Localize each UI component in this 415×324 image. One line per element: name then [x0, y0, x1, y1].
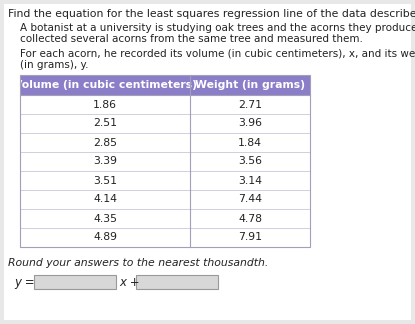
- Text: 1.86: 1.86: [93, 99, 117, 110]
- Text: Volume (in cubic centimeters): Volume (in cubic centimeters): [14, 80, 196, 90]
- Text: 3.51: 3.51: [93, 176, 117, 186]
- Bar: [20, 190, 310, 209]
- Text: For each acorn, he recorded its volume (in cubic centimeters), x, and its weight: For each acorn, he recorded its volume (…: [20, 49, 415, 59]
- Text: 2.85: 2.85: [93, 137, 117, 147]
- Text: collected several acorns from the same tree and measured them.: collected several acorns from the same t…: [20, 34, 363, 44]
- Text: 4.14: 4.14: [93, 194, 117, 204]
- Text: A botanist at a university is studying oak trees and the acorns they produce. He: A botanist at a university is studying o…: [20, 23, 415, 33]
- Text: Find the equation for the least squares regression line of the data described be: Find the equation for the least squares …: [8, 9, 415, 19]
- Bar: [20, 152, 310, 171]
- Text: Weight (in grams): Weight (in grams): [195, 80, 305, 90]
- Text: 3.39: 3.39: [93, 156, 117, 167]
- Text: (in grams), y.: (in grams), y.: [20, 60, 88, 70]
- Bar: [34, 275, 116, 289]
- Text: 7.91: 7.91: [238, 233, 262, 242]
- Bar: [20, 209, 310, 228]
- Text: 4.89: 4.89: [93, 233, 117, 242]
- Text: 2.51: 2.51: [93, 119, 117, 129]
- Text: 7.44: 7.44: [238, 194, 262, 204]
- Bar: [20, 95, 310, 114]
- Text: 2.71: 2.71: [238, 99, 262, 110]
- Bar: [136, 275, 218, 289]
- Bar: [20, 228, 310, 247]
- Text: 4.78: 4.78: [238, 214, 262, 224]
- Text: 1.84: 1.84: [238, 137, 262, 147]
- Text: 3.14: 3.14: [238, 176, 262, 186]
- Bar: [20, 75, 310, 95]
- Text: x +: x +: [119, 276, 143, 289]
- Text: y =: y =: [14, 276, 38, 289]
- Bar: [20, 133, 310, 152]
- Bar: [20, 75, 310, 247]
- Text: 4.35: 4.35: [93, 214, 117, 224]
- Text: Round your answers to the nearest thousandth.: Round your answers to the nearest thousa…: [8, 258, 269, 268]
- Text: 3.96: 3.96: [238, 119, 262, 129]
- Text: 3.56: 3.56: [238, 156, 262, 167]
- Bar: [20, 171, 310, 190]
- Bar: [20, 114, 310, 133]
